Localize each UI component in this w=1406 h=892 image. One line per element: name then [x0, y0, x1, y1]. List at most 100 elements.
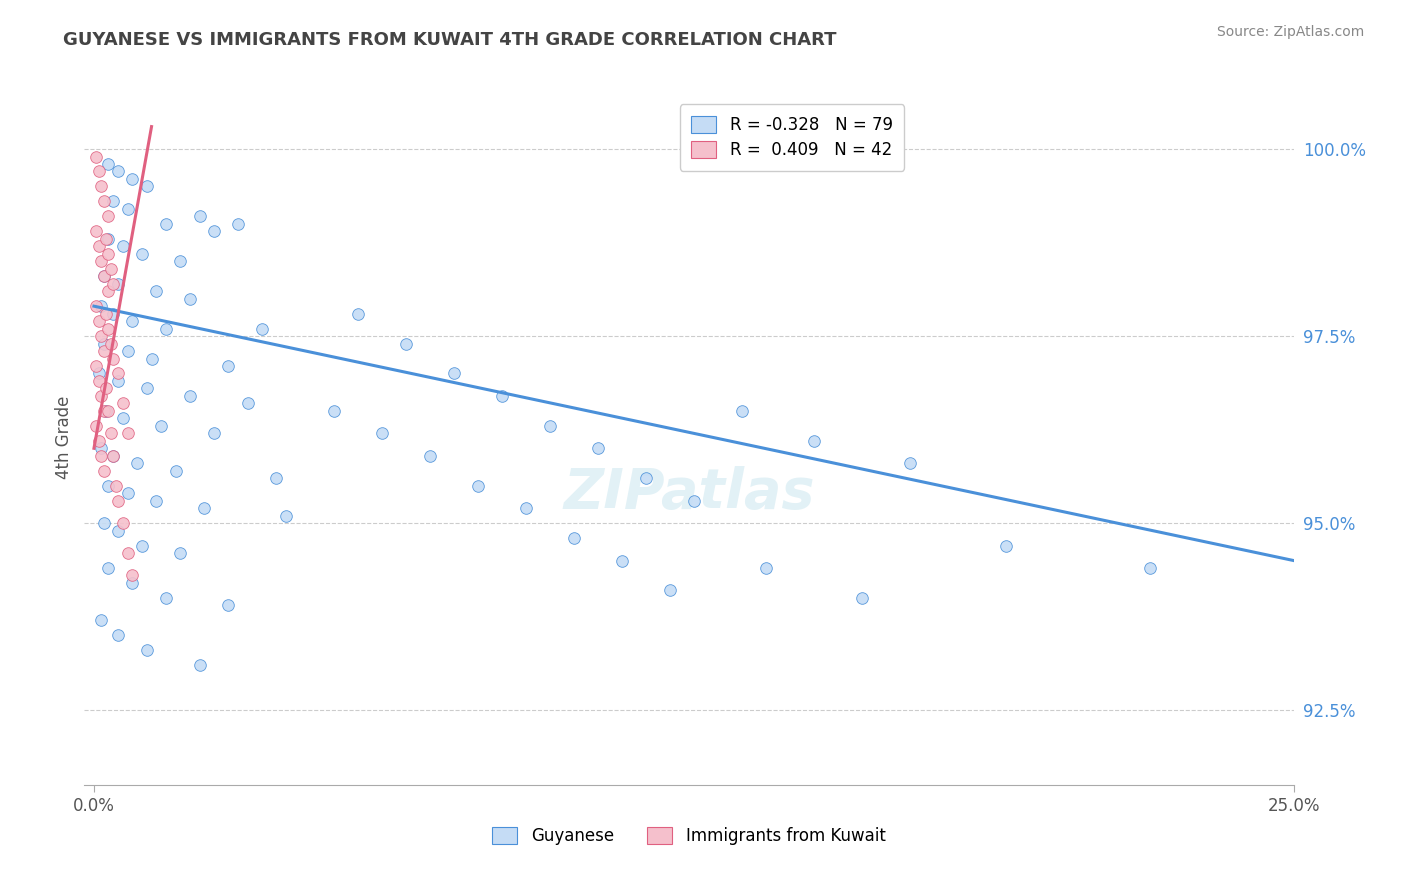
Point	[107, 524, 129, 538]
Point	[86, 224, 108, 238]
Point	[97, 247, 120, 261]
Point	[1139, 561, 1161, 575]
Point	[538, 418, 561, 433]
Point	[97, 157, 120, 171]
Point	[250, 321, 273, 335]
Point	[634, 471, 657, 485]
Point	[97, 404, 120, 418]
Point	[93, 336, 115, 351]
Point	[97, 284, 120, 298]
Point	[179, 389, 201, 403]
Point	[121, 314, 143, 328]
Point	[202, 224, 225, 238]
Point	[107, 277, 129, 291]
Point	[610, 553, 633, 567]
Point	[87, 367, 110, 381]
Point	[562, 531, 585, 545]
Point	[93, 194, 115, 209]
Point	[90, 449, 112, 463]
Point	[179, 292, 201, 306]
Point	[395, 336, 418, 351]
Point	[193, 501, 215, 516]
Point	[94, 404, 117, 418]
Point	[87, 314, 110, 328]
Point	[135, 381, 157, 395]
Point	[150, 418, 173, 433]
Point	[347, 307, 370, 321]
Point	[117, 202, 139, 216]
Point	[682, 493, 704, 508]
Point	[117, 426, 139, 441]
Point	[87, 374, 110, 388]
Point	[93, 269, 115, 284]
Point	[127, 456, 149, 470]
Point	[111, 411, 134, 425]
Point	[236, 396, 259, 410]
Point	[86, 299, 108, 313]
Point	[101, 351, 124, 366]
Point	[107, 367, 129, 381]
Point	[87, 239, 110, 253]
Point	[419, 449, 441, 463]
Point	[155, 321, 177, 335]
Point	[111, 239, 134, 253]
Point	[145, 284, 167, 298]
Point	[117, 546, 139, 560]
Point	[87, 434, 110, 448]
Point	[101, 307, 124, 321]
Point	[93, 404, 115, 418]
Point	[135, 643, 157, 657]
Point	[266, 471, 288, 485]
Text: GUYANESE VS IMMIGRANTS FROM KUWAIT 4TH GRADE CORRELATION CHART: GUYANESE VS IMMIGRANTS FROM KUWAIT 4TH G…	[63, 31, 837, 49]
Point	[117, 486, 139, 500]
Point	[100, 261, 122, 276]
Point	[155, 591, 177, 605]
Point	[104, 479, 127, 493]
Point	[90, 254, 112, 268]
Point	[93, 464, 115, 478]
Point	[898, 456, 921, 470]
Point	[169, 546, 191, 560]
Point	[111, 396, 134, 410]
Point	[107, 374, 129, 388]
Point	[101, 449, 124, 463]
Point	[94, 307, 117, 321]
Point	[90, 179, 112, 194]
Point	[117, 344, 139, 359]
Point	[274, 508, 297, 523]
Point	[322, 404, 344, 418]
Point	[100, 336, 122, 351]
Point	[443, 367, 465, 381]
Point	[135, 179, 157, 194]
Point	[145, 493, 167, 508]
Point	[131, 247, 153, 261]
Point	[165, 464, 187, 478]
Point	[169, 254, 191, 268]
Point	[371, 426, 394, 441]
Point	[90, 299, 112, 313]
Point	[111, 516, 134, 530]
Point	[731, 404, 754, 418]
Point	[90, 329, 112, 343]
Point	[755, 561, 778, 575]
Point	[86, 359, 108, 373]
Point	[86, 418, 108, 433]
Point	[155, 217, 177, 231]
Text: Source: ZipAtlas.com: Source: ZipAtlas.com	[1216, 25, 1364, 39]
Point	[100, 426, 122, 441]
Point	[97, 210, 120, 224]
Point	[97, 232, 120, 246]
Point	[97, 479, 120, 493]
Point	[586, 442, 609, 456]
Point	[131, 539, 153, 553]
Point	[87, 164, 110, 178]
Point	[97, 321, 120, 335]
Point	[107, 164, 129, 178]
Point	[107, 493, 129, 508]
Legend: Guyanese, Immigrants from Kuwait: Guyanese, Immigrants from Kuwait	[484, 818, 894, 853]
Point	[188, 658, 211, 673]
Point	[101, 277, 124, 291]
Point	[202, 426, 225, 441]
Point	[467, 479, 489, 493]
Point	[994, 539, 1017, 553]
